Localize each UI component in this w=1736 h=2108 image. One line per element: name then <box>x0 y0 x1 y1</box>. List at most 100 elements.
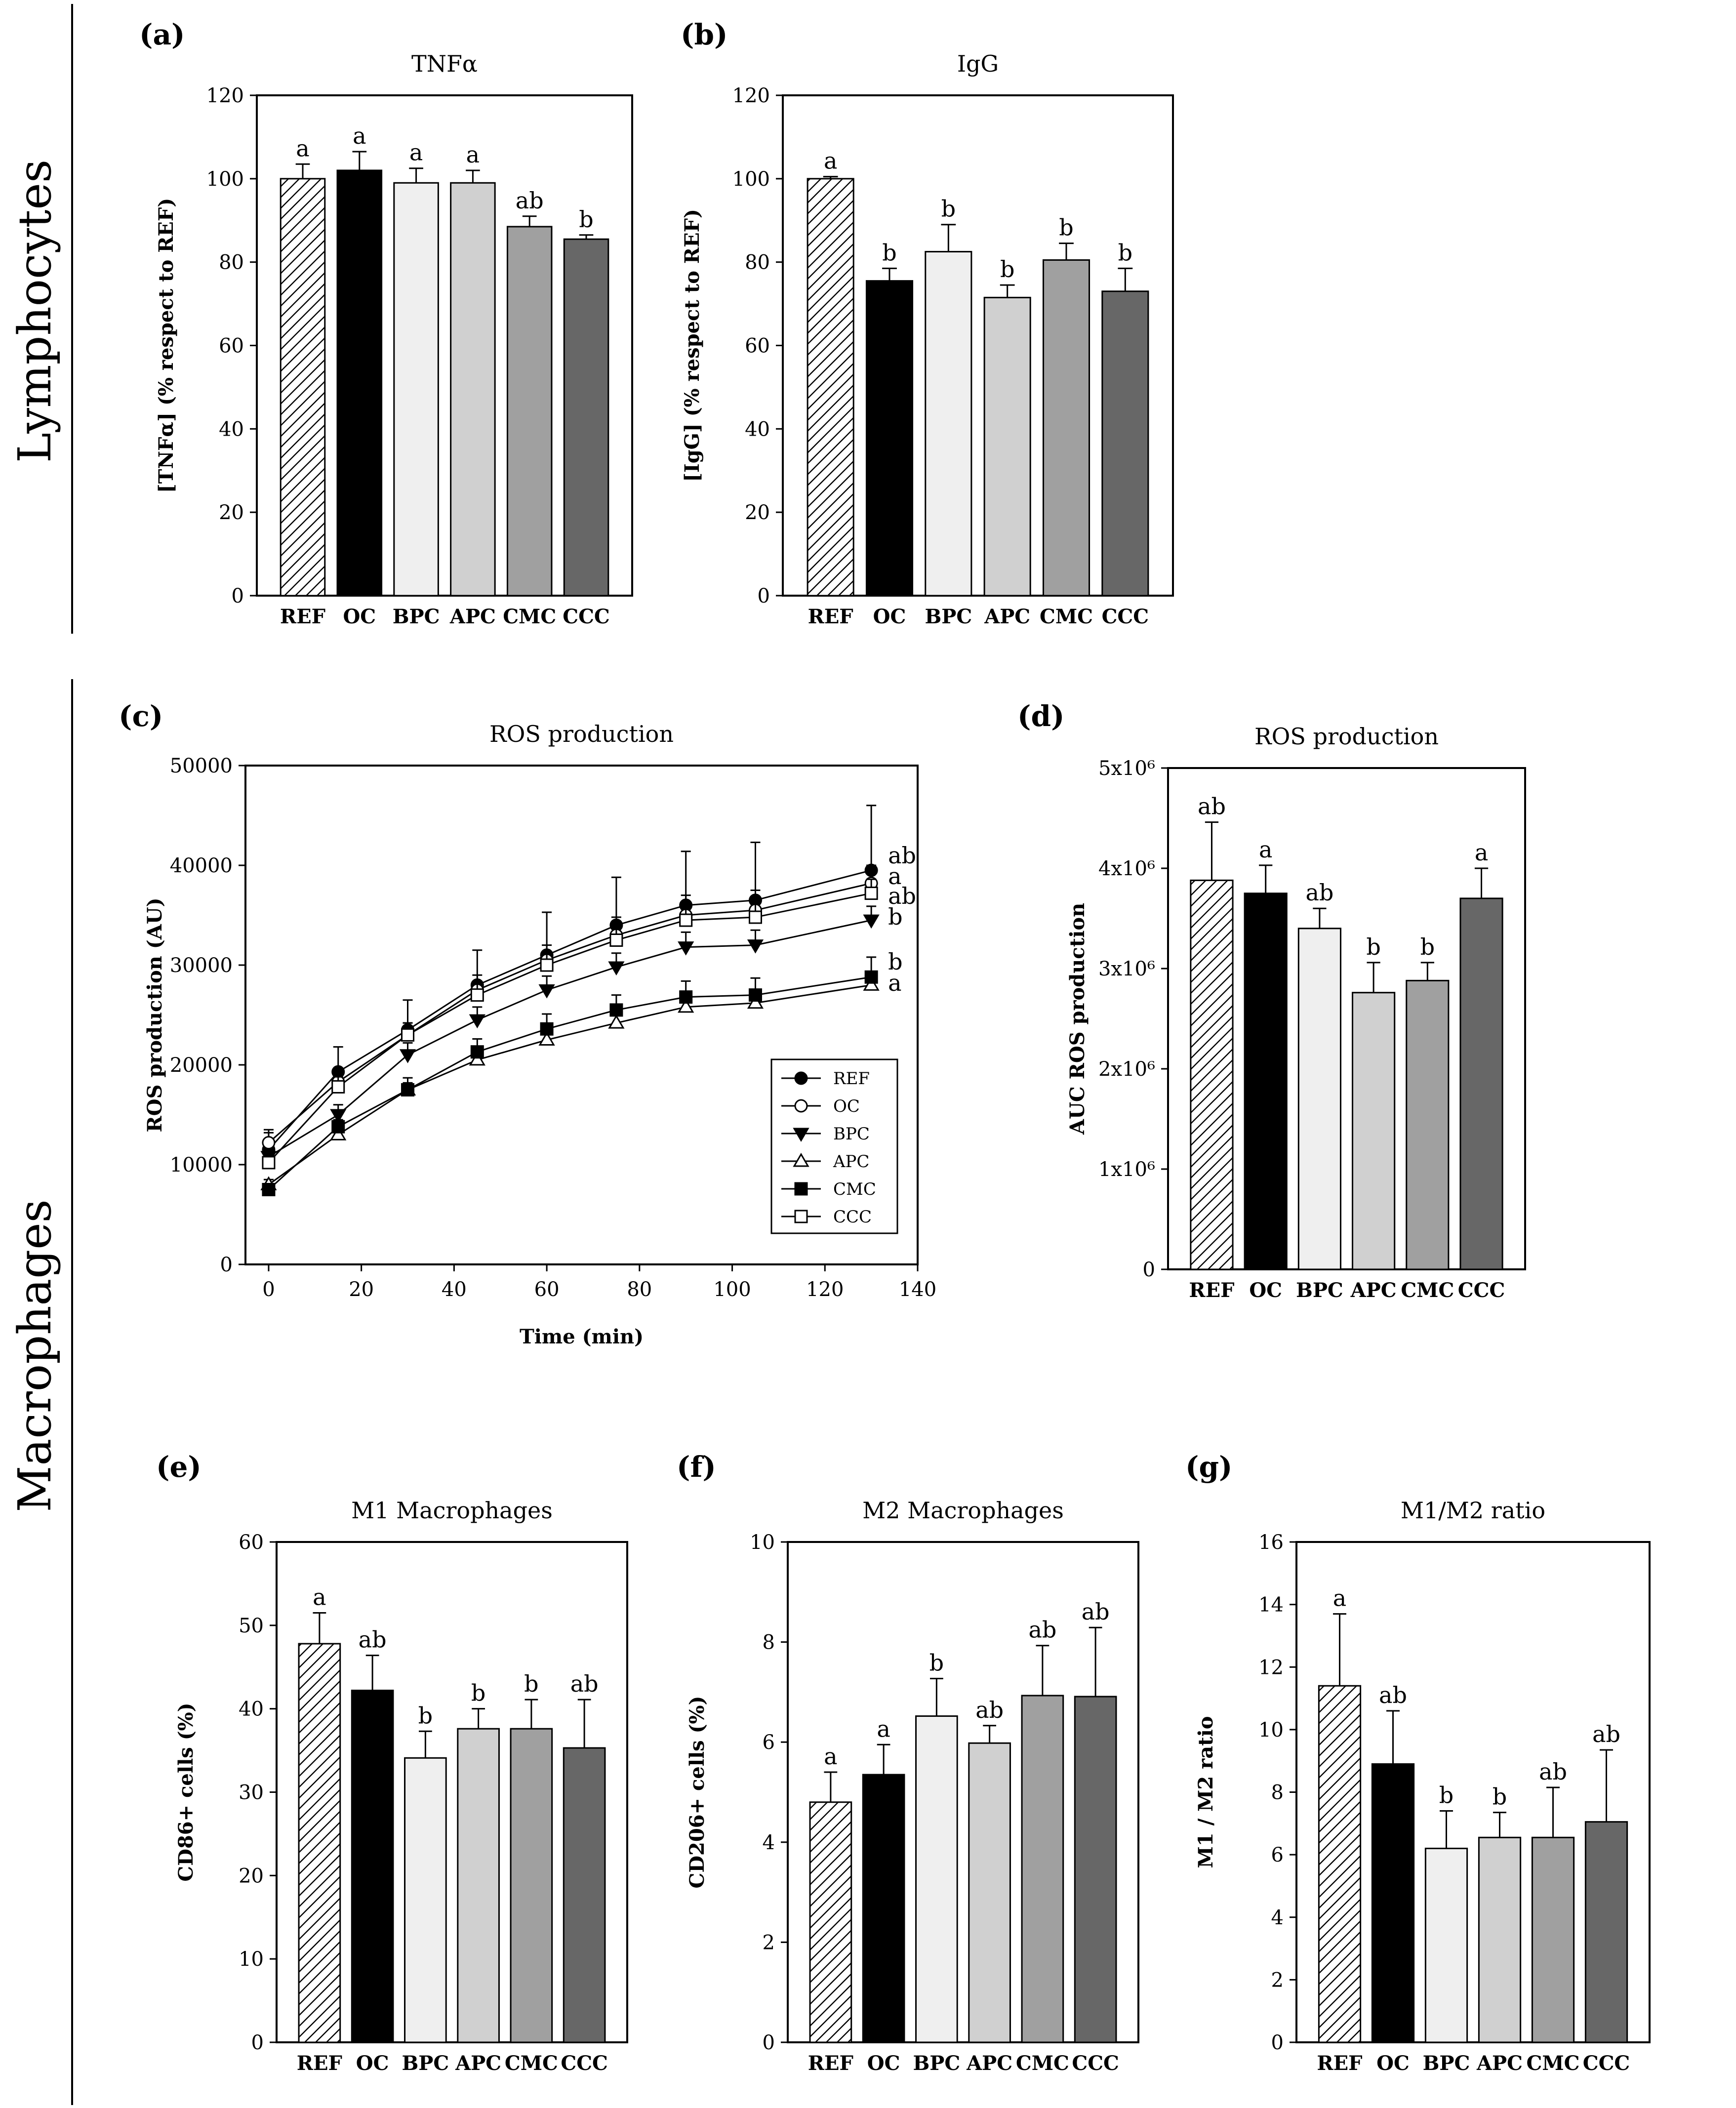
marker <box>330 1109 347 1123</box>
bar-oc <box>865 280 914 597</box>
significance-label: b <box>1420 933 1435 960</box>
series-cmc <box>262 956 878 1196</box>
x-tick-label: CMC <box>1401 1279 1454 1302</box>
x-tick-label: OC <box>1249 1279 1282 1302</box>
y-tick-label: 20 <box>219 501 244 524</box>
bar-oc <box>1244 892 1288 1270</box>
marker <box>679 990 693 1004</box>
y-tick-label: 12 <box>1258 1656 1284 1679</box>
significance-label: ab <box>570 1670 599 1697</box>
x-tick-label: CMC <box>505 2052 558 2075</box>
marker <box>538 1031 555 1046</box>
bar-ccc <box>1459 897 1503 1270</box>
y-tick-label: 30 <box>239 1782 264 1804</box>
x-tick-label: APC <box>455 2052 501 2075</box>
legend-label: CCC <box>833 1207 872 1227</box>
chart-title: M1/M2 ratio <box>1401 1497 1545 1524</box>
x-tick-label: 80 <box>627 1278 652 1301</box>
marker <box>794 1182 808 1196</box>
y-tick-label: 0 <box>758 585 770 608</box>
y-tick-label: 4 <box>1271 1906 1284 1929</box>
x-tick-label: APC <box>449 605 496 628</box>
panel-label: (a) <box>139 18 185 51</box>
y-tick-label: 40000 <box>170 854 233 877</box>
significance-label: b <box>1118 239 1132 266</box>
y-tick-label: 10000 <box>170 1154 233 1176</box>
y-tick-label: 8 <box>763 1631 775 1654</box>
chart-title: M1 Macrophages <box>351 1497 553 1524</box>
significance-label: b <box>471 1680 485 1706</box>
x-tick-label: OC <box>873 605 906 628</box>
x-tick-label: 20 <box>349 1278 374 1301</box>
x-tick-label: OC <box>343 605 376 628</box>
y-tick-label: 100 <box>206 168 244 191</box>
x-tick-label: 120 <box>806 1278 844 1301</box>
y-tick-label: 4 <box>763 1831 775 1854</box>
y-tick-label: 10 <box>1258 1719 1284 1742</box>
significance-label: a <box>824 148 837 174</box>
marker <box>540 1022 554 1036</box>
bar-bpc <box>393 182 439 597</box>
marker <box>793 1153 809 1167</box>
x-tick-label: 0 <box>262 1278 275 1301</box>
bar-apc <box>457 1728 500 2043</box>
x-tick-label: BPC <box>1423 2052 1470 2075</box>
bar-oc <box>351 1690 394 2043</box>
significance-label: b <box>524 1670 538 1697</box>
marker <box>609 1003 623 1017</box>
significance-label: ab <box>1539 1758 1567 1785</box>
x-tick-label: 100 <box>713 1278 751 1301</box>
panel-label: (b) <box>681 18 727 51</box>
marker <box>469 1014 485 1029</box>
y-tick-label: 80 <box>219 251 244 274</box>
significance-label: b <box>882 239 896 266</box>
panel-label: (d) <box>1017 699 1064 733</box>
bar-ref <box>807 178 854 597</box>
panel-g: (g) M1/M2 ratio M1 / M2 ratio 0 2 4 6 8 10 12 14 16… <box>1185 1450 1651 2075</box>
marker <box>864 887 878 900</box>
significance-label: a <box>409 139 423 166</box>
bar-cmc <box>506 226 553 597</box>
section-label-lymphocytes: Lymphocytes <box>8 160 61 463</box>
x-tick-label: BPC <box>925 605 972 628</box>
bar-bpc <box>915 1715 958 2043</box>
bar-ref <box>1318 1685 1362 2043</box>
marker <box>609 933 623 947</box>
significance-label: b <box>888 903 902 930</box>
y-tick-label: 2x10⁶ <box>1098 1058 1155 1081</box>
bar-apc <box>968 1742 1011 2043</box>
x-axis-label: Time (min) <box>520 1325 644 1348</box>
legend-item-bpc: BPC <box>781 1124 870 1144</box>
significance-label: a <box>888 863 901 890</box>
x-tick-label: CCC <box>563 605 610 628</box>
significance-label: ab <box>888 842 916 869</box>
significance-label: a <box>1333 1585 1346 1612</box>
significance-label: a <box>296 135 309 162</box>
significance-label: b <box>1000 256 1014 283</box>
x-tick-label: REF <box>808 2052 853 2075</box>
significance-label: b <box>1366 933 1380 960</box>
significance-label: ab <box>1379 1682 1407 1708</box>
bar-apc <box>1352 992 1396 1270</box>
y-tick-label: 120 <box>206 84 244 107</box>
legend-box <box>770 1058 898 1234</box>
significance-label: ab <box>1592 1721 1620 1747</box>
marker <box>608 961 625 976</box>
y-tick-label: 10 <box>239 1948 264 1971</box>
bar-ref <box>280 178 326 597</box>
legend-item-apc: APC <box>781 1152 869 1172</box>
x-tick-label: CCC <box>1458 1279 1505 1302</box>
panel-c: (c) ROS production ROS production (AU) 0 100… <box>119 699 936 1348</box>
legend-item-ccc: CCC <box>781 1207 872 1227</box>
significance-label: ab <box>975 1697 1004 1723</box>
legend-item-cmc: CMC <box>781 1179 876 1199</box>
legend-item-ref: REF <box>781 1069 870 1089</box>
bar-bpc <box>404 1757 447 2043</box>
marker <box>262 1183 276 1196</box>
marker <box>864 970 878 984</box>
x-tick-label: CMC <box>1527 2052 1580 2075</box>
significance-label: b <box>418 1702 433 1729</box>
significance-label: b <box>579 206 593 233</box>
significance-label: a <box>353 122 366 149</box>
x-tick-label: CCC <box>561 2052 608 2075</box>
